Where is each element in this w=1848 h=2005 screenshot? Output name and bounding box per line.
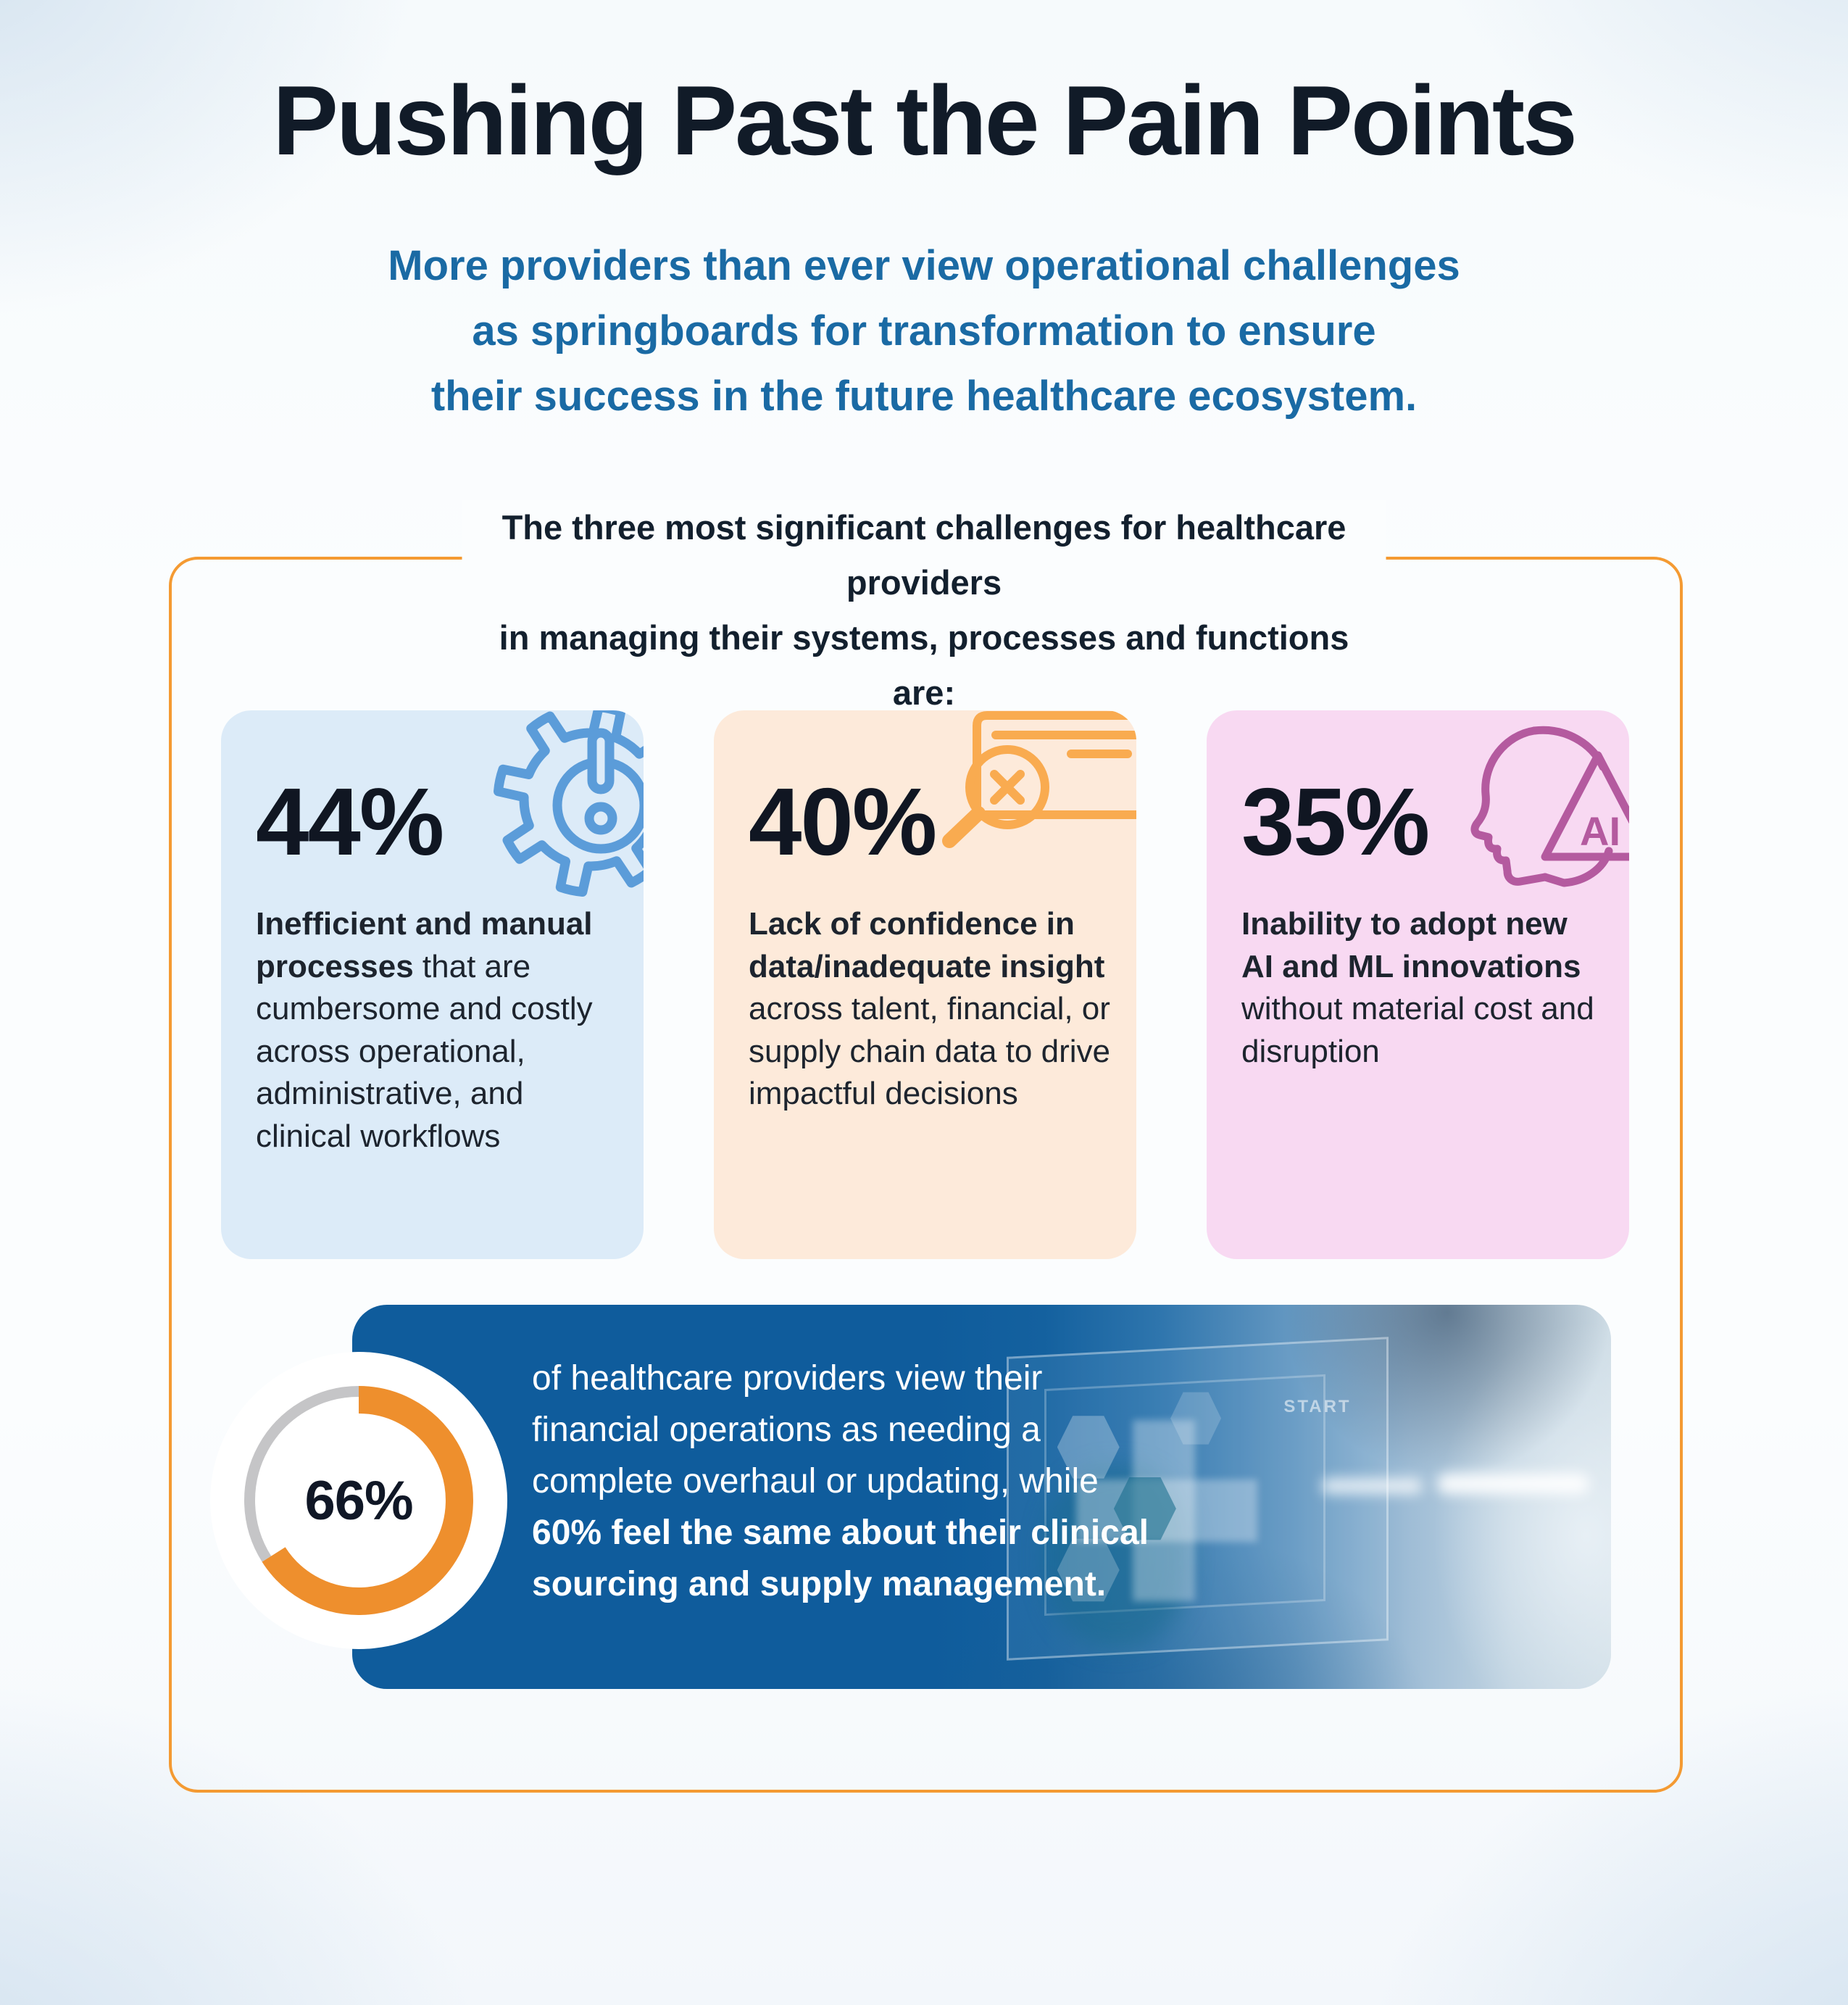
stat-card-ai-adoption: AI 35% Inability to adopt new AI and ML … — [1207, 710, 1629, 1259]
ai-icon-label: AI — [1580, 808, 1620, 854]
stat-description: Inefficient and manual processes that ar… — [256, 906, 593, 1154]
donut-center-label: 66% — [304, 1469, 413, 1532]
stat-value: 40% — [749, 768, 937, 875]
hexagon-icon — [1057, 1416, 1120, 1479]
stat-description: Inability to adopt new AI and ML innovat… — [1241, 906, 1594, 1069]
stat-value: 44% — [256, 768, 444, 875]
donut-value-arc — [262, 1386, 473, 1615]
ai-head-icon: AI — [1470, 726, 1629, 887]
stat-card-data-confidence: 40% Lack of confidence in data/inadequat… — [714, 710, 1136, 1259]
hexagon-icon — [1057, 1538, 1120, 1602]
page-title: Pushing Past the Pain Points — [272, 65, 1578, 175]
document-magnifier-x-icon — [942, 711, 1136, 848]
light-streak — [1321, 1477, 1423, 1494]
light-streak — [1437, 1474, 1589, 1495]
hexagon-icon — [1113, 1477, 1176, 1540]
gear-exclamation-icon — [494, 710, 644, 897]
highlight-banner: START of healthcare providers view their… — [352, 1305, 1611, 1689]
donut-remainder-arc — [244, 1386, 359, 1562]
banner-statement: of healthcare providers view their finan… — [532, 1359, 1149, 1603]
photo-start-label: START — [1283, 1397, 1352, 1417]
stat-card-inefficient-processes: 44% Inefficient and manual processes tha… — [221, 710, 644, 1259]
stat-value: 35% — [1241, 768, 1430, 875]
section-heading: The three most significant challenges fo… — [462, 500, 1386, 721]
donut-chart-66-percent — [210, 1352, 507, 1649]
page-subtitle: More providers than ever view operationa… — [388, 242, 1460, 420]
stat-description: Lack of confidence in data/inadequate in… — [749, 906, 1110, 1112]
banner-photo — [352, 1305, 1611, 1689]
